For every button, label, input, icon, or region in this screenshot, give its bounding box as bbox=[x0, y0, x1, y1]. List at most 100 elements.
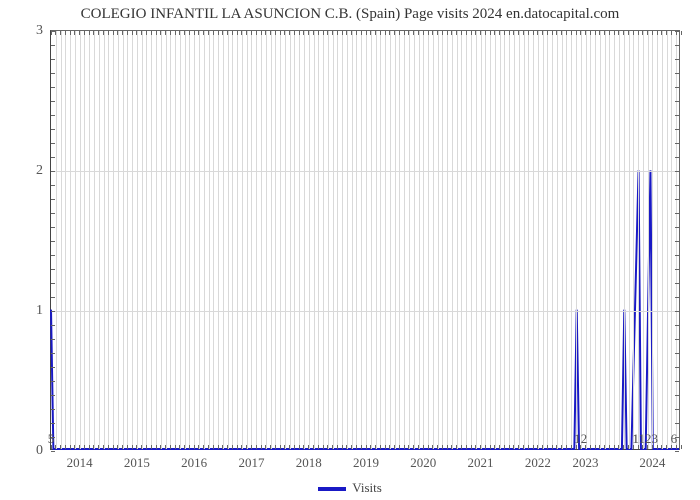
x-minor-tick bbox=[294, 31, 295, 35]
gridline-vertical bbox=[547, 31, 548, 449]
x-minor-tick bbox=[389, 31, 390, 35]
x-minor-tick bbox=[494, 31, 495, 35]
gridline-vertical bbox=[271, 31, 272, 449]
gridline-vertical bbox=[466, 31, 467, 449]
gridline-vertical bbox=[118, 31, 119, 449]
baseline-number: 6 bbox=[671, 431, 678, 447]
x-minor-tick bbox=[494, 445, 495, 449]
x-minor-tick bbox=[628, 31, 629, 35]
y-minor-tick bbox=[675, 115, 679, 116]
x-minor-tick bbox=[222, 31, 223, 35]
x-minor-tick bbox=[413, 31, 414, 35]
x-minor-tick bbox=[609, 445, 610, 449]
gridline-vertical bbox=[390, 31, 391, 449]
gridline-vertical bbox=[194, 31, 195, 449]
y-minor-tick bbox=[675, 87, 679, 88]
y-minor-tick bbox=[675, 157, 679, 158]
gridline-vertical bbox=[323, 31, 324, 449]
x-minor-tick bbox=[89, 31, 90, 35]
x-minor-tick bbox=[237, 31, 238, 35]
gridline-vertical bbox=[671, 31, 672, 449]
x-minor-tick bbox=[218, 445, 219, 449]
x-minor-tick bbox=[432, 445, 433, 449]
gridline-vertical bbox=[104, 31, 105, 449]
gridline-vertical bbox=[299, 31, 300, 449]
x-minor-tick bbox=[146, 31, 147, 35]
gridline-vertical bbox=[108, 31, 109, 449]
x-minor-tick bbox=[346, 445, 347, 449]
gridline-vertical bbox=[304, 31, 305, 449]
baseline-number: 1123 bbox=[632, 431, 658, 447]
x-minor-tick bbox=[74, 31, 75, 35]
gridline-vertical bbox=[75, 31, 76, 449]
x-minor-tick bbox=[504, 445, 505, 449]
x-minor-tick bbox=[289, 445, 290, 449]
gridline-vertical bbox=[490, 31, 491, 449]
x-minor-tick bbox=[399, 31, 400, 35]
y-minor-tick bbox=[51, 73, 55, 74]
x-minor-tick bbox=[423, 445, 424, 449]
gridline-vertical bbox=[519, 31, 520, 449]
x-minor-tick bbox=[136, 31, 137, 35]
y-minor-tick bbox=[675, 381, 679, 382]
gridline-vertical bbox=[237, 31, 238, 449]
gridline-vertical bbox=[328, 31, 329, 449]
gridline-vertical bbox=[166, 31, 167, 449]
gridline-vertical bbox=[500, 31, 501, 449]
x-minor-tick bbox=[103, 31, 104, 35]
x-minor-tick bbox=[456, 445, 457, 449]
x-minor-tick bbox=[428, 445, 429, 449]
x-minor-tick bbox=[404, 31, 405, 35]
gridline-vertical bbox=[461, 31, 462, 449]
x-minor-tick bbox=[585, 31, 586, 35]
gridline-vertical bbox=[266, 31, 267, 449]
gridline-vertical bbox=[586, 31, 587, 449]
x-minor-tick bbox=[289, 31, 290, 35]
y-minor-tick bbox=[51, 157, 55, 158]
x-minor-tick bbox=[165, 445, 166, 449]
x-tick-label: 2018 bbox=[296, 455, 322, 471]
x-minor-tick bbox=[523, 31, 524, 35]
x-minor-tick bbox=[265, 445, 266, 449]
x-minor-tick bbox=[408, 445, 409, 449]
x-minor-tick bbox=[280, 445, 281, 449]
x-minor-tick bbox=[681, 445, 682, 449]
gridline-vertical bbox=[361, 31, 362, 449]
gridline-vertical bbox=[419, 31, 420, 449]
y-minor-tick bbox=[675, 143, 679, 144]
x-minor-tick bbox=[356, 31, 357, 35]
x-minor-tick bbox=[203, 445, 204, 449]
x-minor-tick bbox=[676, 31, 677, 35]
gridline-vertical bbox=[395, 31, 396, 449]
x-minor-tick bbox=[351, 31, 352, 35]
gridline-vertical bbox=[242, 31, 243, 449]
y-minor-tick bbox=[675, 409, 679, 410]
gridline-vertical bbox=[438, 31, 439, 449]
y-minor-tick bbox=[675, 129, 679, 130]
x-minor-tick bbox=[509, 31, 510, 35]
x-minor-tick bbox=[471, 445, 472, 449]
gridline-vertical bbox=[652, 31, 653, 449]
x-minor-tick bbox=[313, 445, 314, 449]
gridline-vertical bbox=[223, 31, 224, 449]
x-minor-tick bbox=[113, 31, 114, 35]
gridline-horizontal bbox=[51, 171, 679, 172]
gridline-vertical bbox=[161, 31, 162, 449]
gridline-vertical bbox=[485, 31, 486, 449]
x-minor-tick bbox=[175, 445, 176, 449]
x-minor-tick bbox=[499, 31, 500, 35]
y-minor-tick bbox=[675, 339, 679, 340]
gridline-vertical bbox=[127, 31, 128, 449]
gridline-vertical bbox=[447, 31, 448, 449]
x-minor-tick bbox=[265, 31, 266, 35]
y-minor-tick bbox=[51, 213, 55, 214]
y-minor-tick bbox=[675, 311, 679, 312]
y-minor-tick bbox=[675, 241, 679, 242]
x-minor-tick bbox=[370, 31, 371, 35]
x-minor-tick bbox=[165, 31, 166, 35]
x-minor-tick bbox=[576, 31, 577, 35]
gridline-vertical bbox=[337, 31, 338, 449]
x-minor-tick bbox=[299, 31, 300, 35]
x-minor-tick bbox=[213, 445, 214, 449]
x-minor-tick bbox=[84, 31, 85, 35]
